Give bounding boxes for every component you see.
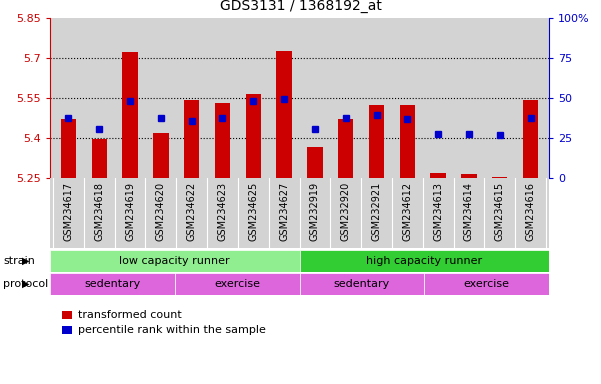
Bar: [61, 119, 76, 178]
Text: ▶: ▶: [22, 256, 29, 266]
Bar: [400, 105, 415, 178]
Text: GSM234620: GSM234620: [156, 182, 166, 241]
Text: GSM234623: GSM234623: [218, 182, 228, 241]
Text: GSM234613: GSM234613: [433, 182, 443, 240]
Text: GSM234616: GSM234616: [525, 182, 535, 240]
Bar: [50, 250, 299, 272]
Text: percentile rank within the sample: percentile rank within the sample: [78, 325, 266, 335]
Text: protocol: protocol: [3, 279, 48, 289]
Text: GSM234615: GSM234615: [495, 182, 505, 241]
Bar: [523, 100, 538, 178]
Text: GSM232920: GSM232920: [341, 182, 351, 241]
Bar: [299, 250, 549, 272]
Bar: [461, 174, 477, 178]
Text: strain: strain: [3, 256, 35, 266]
Text: GSM232919: GSM232919: [310, 182, 320, 241]
Bar: [175, 273, 299, 295]
Bar: [50, 273, 175, 295]
Bar: [307, 147, 323, 178]
Text: high capacity runner: high capacity runner: [366, 256, 483, 266]
Bar: [369, 105, 384, 178]
Bar: [430, 173, 446, 178]
Bar: [246, 94, 261, 178]
Text: GSM234614: GSM234614: [464, 182, 474, 240]
Text: GSM234627: GSM234627: [279, 182, 289, 241]
Bar: [492, 177, 507, 178]
Text: low capacity runner: low capacity runner: [120, 256, 230, 266]
Bar: [123, 52, 138, 178]
Text: GSM232921: GSM232921: [371, 182, 382, 241]
Bar: [215, 103, 230, 178]
Bar: [299, 273, 424, 295]
Bar: [91, 139, 107, 178]
Text: GSM234618: GSM234618: [94, 182, 105, 240]
Bar: [153, 132, 169, 178]
Text: transformed count: transformed count: [78, 310, 182, 320]
Text: GDS3131 / 1368192_at: GDS3131 / 1368192_at: [219, 0, 382, 13]
Text: GSM234619: GSM234619: [125, 182, 135, 240]
Text: exercise: exercise: [214, 279, 260, 289]
Bar: [338, 119, 353, 178]
Text: GSM234625: GSM234625: [248, 182, 258, 241]
Bar: [184, 100, 200, 178]
Text: GSM234622: GSM234622: [187, 182, 197, 241]
Text: sedentary: sedentary: [84, 279, 141, 289]
Text: GSM234617: GSM234617: [64, 182, 73, 241]
Bar: [276, 51, 292, 178]
Text: exercise: exercise: [463, 279, 510, 289]
Text: sedentary: sedentary: [334, 279, 390, 289]
Text: ▶: ▶: [22, 279, 29, 289]
Bar: [424, 273, 549, 295]
Text: GSM234612: GSM234612: [402, 182, 412, 241]
